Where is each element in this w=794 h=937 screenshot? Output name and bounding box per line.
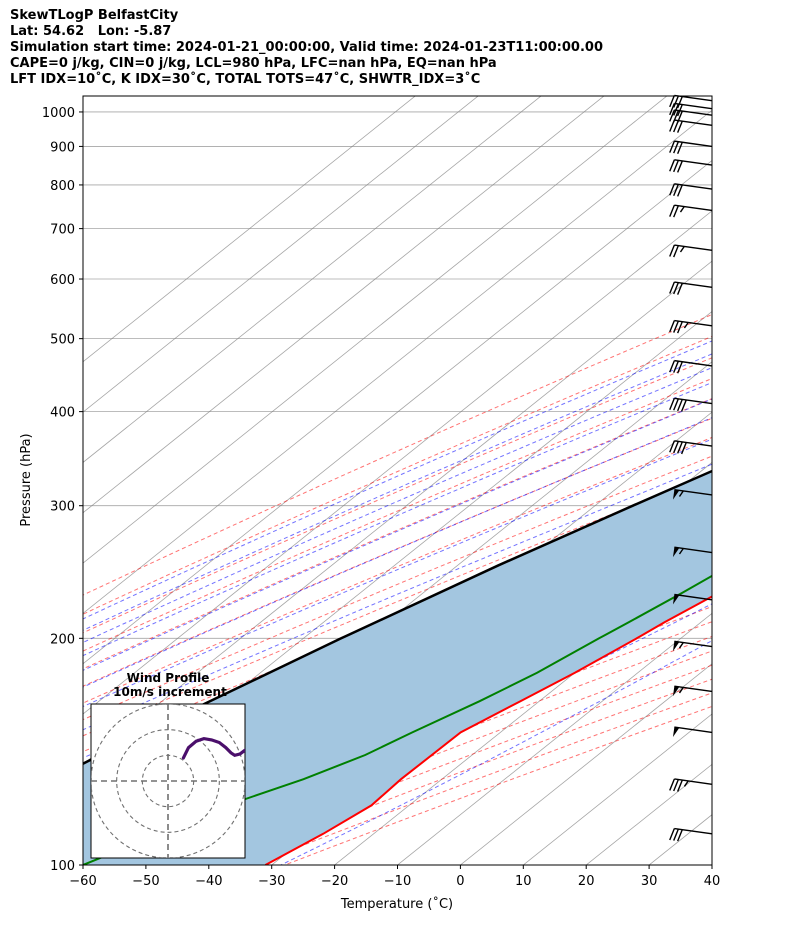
chart-header: SkewTLogP BelfastCity Lat: 54.62 Lon: -5… — [10, 8, 603, 88]
y-tick-label: 200 — [50, 632, 75, 647]
dewpoint-line — [83, 574, 712, 865]
x-tick-label: 30 — [641, 874, 658, 889]
x-tick-label: −60 — [69, 874, 96, 889]
y-tick-label: 700 — [50, 223, 75, 238]
isotherm-line — [83, 109, 712, 614]
temperature-line — [264, 595, 712, 865]
wind-barb — [672, 685, 713, 697]
wind-barb — [669, 827, 713, 842]
dry-adiabat — [83, 377, 712, 652]
x-tick-label: 10 — [515, 874, 532, 889]
x-tick-label: −20 — [321, 874, 348, 889]
isotherm-line — [83, 96, 668, 564]
y-tick-label: 800 — [50, 179, 75, 194]
dry-adiabat — [83, 455, 712, 721]
dry-adiabat — [83, 473, 712, 737]
isotherm-line — [83, 96, 542, 463]
moist-adiabat — [83, 417, 712, 688]
x-axis-label: Temperature (˚C) — [340, 896, 453, 912]
x-tick-label: 40 — [704, 874, 721, 889]
wind-barb — [669, 204, 713, 218]
wind-barb — [672, 726, 713, 738]
wind-barb — [669, 319, 713, 334]
wind-barb — [669, 397, 713, 412]
wind-barb — [669, 778, 713, 792]
x-tick-label: −40 — [195, 874, 222, 889]
wind-barb — [672, 546, 713, 558]
x-tick-label: 20 — [578, 874, 595, 889]
x-tick-label: −10 — [384, 874, 411, 889]
station-location: Lat: 54.62 Lon: -5.87 — [10, 24, 172, 39]
wind-barb — [669, 359, 713, 374]
moist-adiabat — [83, 353, 712, 631]
wind-barb — [672, 640, 713, 652]
x-tick-label: −50 — [132, 874, 159, 889]
y-tick-label: 600 — [50, 273, 75, 288]
wind-barb — [669, 244, 713, 258]
index-parameters: LFT IDX=10˚C, K IDX=30˚C, TOTAL TOTS=47˚… — [10, 72, 481, 87]
isotherm-line — [396, 612, 712, 865]
hodograph-trace — [181, 736, 245, 760]
wind-barb — [672, 489, 713, 500]
moist-adiabat — [83, 463, 712, 731]
hodograph-title: Wind Profile — [127, 671, 210, 685]
y-tick-label: 1000 — [42, 106, 75, 121]
dry-adiabat — [83, 335, 712, 615]
isotherm-line — [333, 562, 712, 865]
dry-adiabat — [83, 357, 712, 634]
y-tick-label: 100 — [50, 859, 75, 874]
isotherm-line — [83, 96, 416, 363]
x-tick-label: −30 — [258, 874, 285, 889]
simulation-times: Simulation start time: 2024-01-21_00:00:… — [10, 40, 603, 55]
isotherm-line — [83, 160, 712, 665]
y-tick-label: 900 — [50, 140, 75, 155]
y-tick-label: 500 — [50, 333, 75, 348]
isotherm-line — [83, 96, 479, 413]
wind-barb — [669, 440, 713, 455]
x-tick-label: 0 — [456, 874, 464, 889]
wind-barb — [669, 281, 713, 295]
wind-barb — [672, 593, 713, 605]
isotherm-line — [83, 96, 605, 514]
axes: −60 −50 −40 −30 −20 −10 0 10 20 30 40 1000 900 800 700… — [42, 95, 721, 889]
y-tick-label: 400 — [50, 406, 75, 421]
isotherm-line — [83, 210, 712, 715]
moist-adiabat — [83, 382, 712, 657]
hodograph-subtitle: 10m/s increment — [113, 685, 227, 699]
wind-barb — [669, 119, 713, 133]
isotherm-line — [754, 93, 794, 882]
isotherm-line — [522, 713, 712, 865]
y-axis-label: Pressure (hPa) — [19, 433, 34, 526]
y-tick-label: 300 — [50, 500, 75, 515]
station-title: SkewTLogP BelfastCity — [10, 8, 179, 23]
wind-barb — [669, 140, 713, 154]
wind-barb — [669, 159, 713, 173]
isotherm-line — [459, 663, 712, 865]
wind-barb — [669, 183, 713, 197]
stability-parameters: CAPE=0 j/kg, CIN=0 j/kg, LCL=980 hPa, LF… — [10, 56, 497, 71]
